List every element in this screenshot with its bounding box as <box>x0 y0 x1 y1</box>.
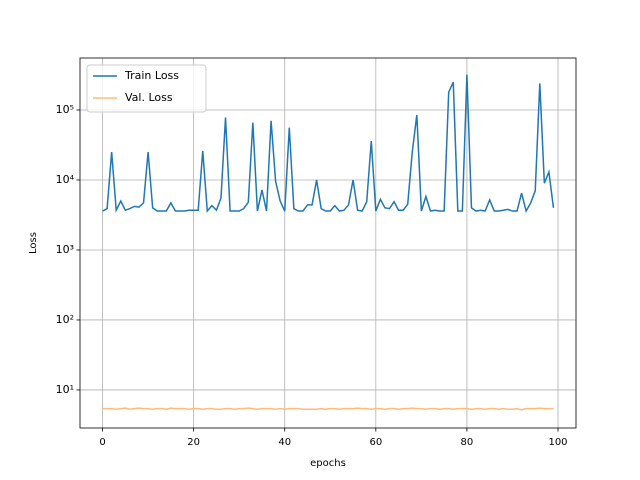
x-tick-label: 0 <box>99 437 105 448</box>
plot-frame <box>79 57 577 429</box>
x-axis-label: epochs <box>310 458 346 469</box>
x-tick-label: 40 <box>278 437 291 448</box>
x-tick-label: 100 <box>548 437 567 448</box>
series-line <box>102 74 555 214</box>
y-tick-label: 10³ <box>56 243 74 256</box>
x-tick-label: 20 <box>187 437 200 448</box>
y-tick-label: 10¹ <box>56 383 74 396</box>
series-line <box>102 407 554 411</box>
y-tick-label: 10⁴ <box>56 173 75 186</box>
x-tick-label: 60 <box>369 437 382 448</box>
legend-label: Val. Loss <box>125 91 173 104</box>
legend-label: Train Loss <box>124 69 179 82</box>
legend: Train Loss Val. Loss <box>86 64 207 113</box>
y-tick-label: 10⁵ <box>56 103 74 116</box>
y-axis-label: Loss <box>28 232 39 254</box>
x-tick-label: 80 <box>461 437 474 448</box>
y-tick-label: 10² <box>56 313 74 326</box>
